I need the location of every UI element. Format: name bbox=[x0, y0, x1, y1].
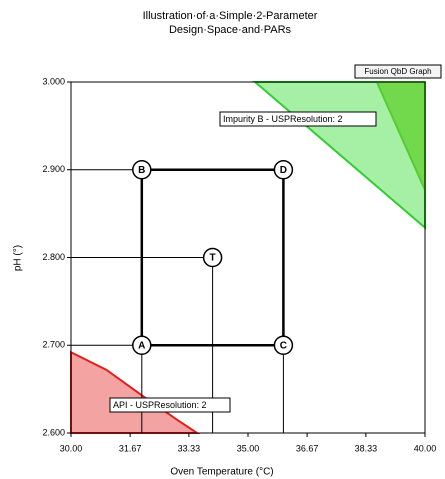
point-label: T bbox=[210, 253, 216, 264]
y-tick-label: 3.000 bbox=[42, 76, 65, 86]
y-tick-label: 2.900 bbox=[42, 164, 65, 174]
x-tick-label: 35.00 bbox=[237, 443, 260, 453]
point-label: A bbox=[138, 340, 145, 351]
point bbox=[273, 335, 294, 355]
y-tick-label: 2.800 bbox=[42, 252, 65, 262]
x-tick-label: 36.67 bbox=[296, 443, 319, 453]
y-tick-label: 2.700 bbox=[42, 340, 65, 350]
x-tick-label: 30.00 bbox=[60, 443, 83, 453]
point-label: D bbox=[280, 165, 287, 176]
chart-title: Design·Space·and·PARs bbox=[169, 24, 292, 36]
x-axis-label: Oven Temperature (°C) bbox=[170, 467, 273, 478]
region-label-box bbox=[109, 397, 231, 413]
region-label: API - USPResolution: 2 bbox=[113, 400, 207, 410]
point bbox=[132, 335, 152, 355]
point-label: C bbox=[280, 340, 287, 351]
region-label: Impurity B - USPResolution: 2 bbox=[223, 114, 343, 124]
x-tick-label: 33.33 bbox=[178, 443, 201, 453]
x-tick-label: 40.00 bbox=[414, 443, 437, 453]
badge-box bbox=[354, 64, 442, 79]
region-label-box bbox=[219, 111, 377, 127]
y-tick-label: 2.600 bbox=[42, 427, 65, 437]
x-tick-label: 31.67 bbox=[119, 443, 142, 453]
badge: Fusion QbD Graph bbox=[364, 67, 431, 76]
x-tick-label: 38.33 bbox=[355, 443, 378, 453]
y-axis-label: pH (°) bbox=[13, 245, 24, 271]
point-label: B bbox=[138, 165, 145, 176]
point bbox=[202, 247, 223, 268]
point bbox=[273, 160, 294, 180]
point bbox=[132, 160, 152, 180]
chart-title: Illustration·of·a·Simple·2-Parameter bbox=[143, 10, 318, 22]
